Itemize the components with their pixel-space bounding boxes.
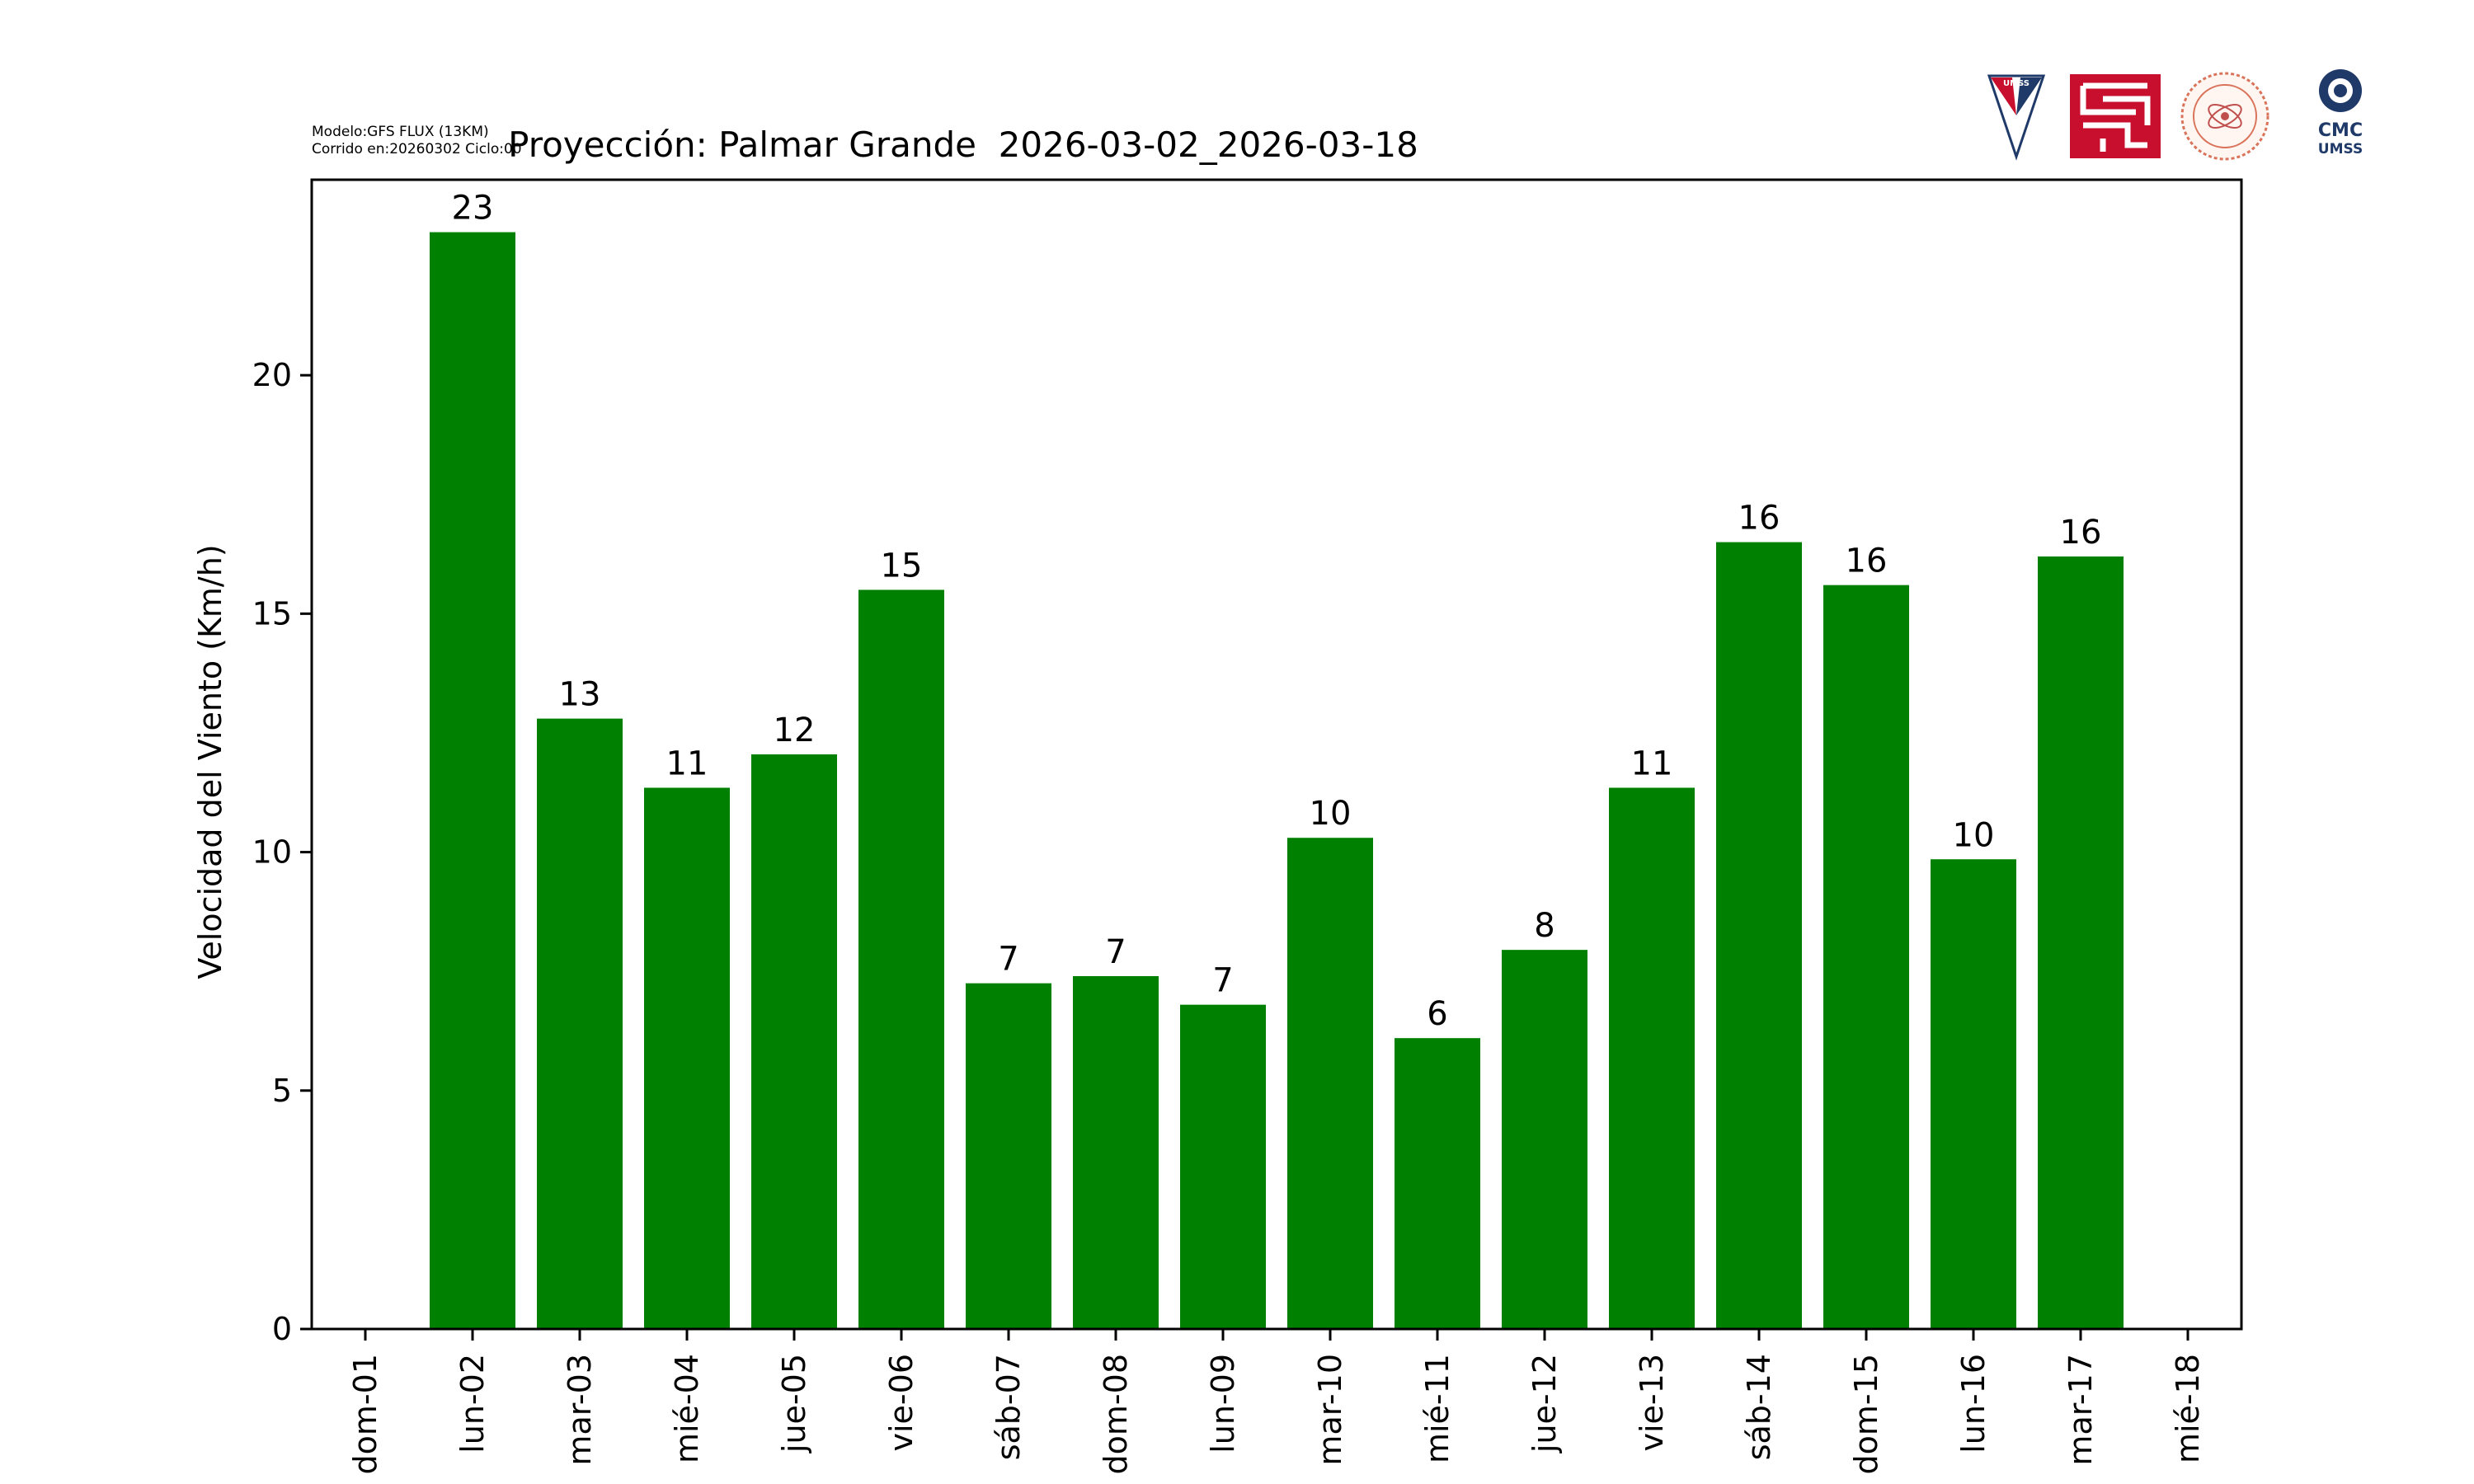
y-tick-label: 20 xyxy=(252,357,292,393)
x-tick-label: mié-11 xyxy=(1419,1354,1456,1463)
plot-frame xyxy=(310,178,2243,1331)
x-tick-label: mar-03 xyxy=(562,1354,598,1466)
bar-value-label: 6 xyxy=(1427,995,1447,1033)
cmc-subtext: UMSS xyxy=(2318,141,2363,157)
x-tick-label: lun-16 xyxy=(1955,1354,1992,1453)
x-tick-label: sáb-07 xyxy=(990,1354,1027,1460)
model-info: Modelo:GFS FLUX (13KM) Corrido en:202603… xyxy=(312,124,522,158)
y-tick-label: 10 xyxy=(252,834,292,871)
bar-value-label: 11 xyxy=(666,744,708,782)
logos: UMSS CMC UMSS xyxy=(1987,69,2363,161)
bar-lun-16 xyxy=(1931,859,2016,1329)
bar-vie-13 xyxy=(1609,787,1695,1329)
x-tick-label: sáb-14 xyxy=(1741,1354,1777,1460)
x-tick-label: mar-17 xyxy=(2062,1354,2099,1466)
bar-jue-12 xyxy=(1502,950,1587,1329)
bar-mar-10 xyxy=(1287,838,1373,1329)
engineering-faculty-logo xyxy=(2070,74,2161,158)
bar-value-label: 7 xyxy=(1212,962,1233,1000)
bar-value-label: 16 xyxy=(1738,500,1780,538)
bar-mié-04 xyxy=(644,787,730,1329)
bar-dom-15 xyxy=(1823,585,1909,1329)
y-axis: 0 5 10 15 20 xyxy=(252,357,312,1347)
bar-value-label: 8 xyxy=(1534,907,1554,945)
bar-value-label: 7 xyxy=(998,941,1018,979)
bar-dom-08 xyxy=(1073,975,1159,1329)
x-tick-label: vie-06 xyxy=(883,1354,920,1452)
x-tick-label: mar-10 xyxy=(1312,1354,1348,1466)
cmc-text: CMC xyxy=(2318,120,2363,141)
cmc-logo: CMC UMSS xyxy=(2318,69,2363,157)
bar-value-label: 16 xyxy=(1846,542,1888,580)
bar-jue-05 xyxy=(751,754,837,1329)
bar-value-label: 7 xyxy=(1105,933,1126,971)
x-tick-label: lun-09 xyxy=(1205,1354,1241,1453)
bar-value-label: 12 xyxy=(774,711,816,749)
bar-labels-group: 23 13 11 12 15 7 7 7 10 6 8 11 16 16 10 16 xyxy=(452,190,2102,1034)
bar-vie-06 xyxy=(858,589,944,1329)
bar-mié-11 xyxy=(1395,1038,1480,1329)
y-tick-label: 0 xyxy=(272,1311,292,1347)
bar-sáb-07 xyxy=(966,983,1051,1329)
y-axis-label: Velocidad del Viento (Km/h) xyxy=(192,544,228,979)
x-tick-label: mié-04 xyxy=(669,1354,705,1463)
bar-lun-09 xyxy=(1180,1004,1266,1329)
bars-group xyxy=(430,232,2124,1329)
bar-mar-03 xyxy=(537,718,623,1329)
bar-value-label: 10 xyxy=(1953,816,1995,854)
x-tick-label: vie-13 xyxy=(1634,1354,1670,1452)
bar-value-label: 23 xyxy=(452,190,494,228)
bar-value-label: 13 xyxy=(559,676,601,714)
bar-value-label: 16 xyxy=(2060,514,2102,552)
umss-shield-text: UMSS xyxy=(2003,79,2030,88)
chart-title: Proyección: Palmar Grande 2026-03-02_202… xyxy=(508,124,1418,165)
x-tick-label: dom-01 xyxy=(347,1354,383,1474)
bar-value-label: 15 xyxy=(881,547,923,585)
model-line: Modelo:GFS FLUX (13KM) xyxy=(312,124,489,140)
umss-shield-logo: UMSS xyxy=(1987,74,2046,161)
x-tick-label: mié-18 xyxy=(2170,1354,2206,1463)
bar-lun-02 xyxy=(430,232,515,1329)
bar-value-label: 10 xyxy=(1310,795,1352,833)
y-tick-label: 15 xyxy=(252,595,292,632)
x-tick-label: dom-08 xyxy=(1098,1354,1134,1474)
bar-value-label: 11 xyxy=(1631,744,1673,782)
y-tick-label: 5 xyxy=(272,1073,292,1109)
bar-mar-17 xyxy=(2038,556,2124,1329)
bar-sáb-14 xyxy=(1716,542,1802,1329)
x-tick-label: jue-12 xyxy=(1526,1354,1563,1453)
run-line: Corrido en:20260302 Ciclo:00 xyxy=(312,141,522,157)
x-tick-label: lun-02 xyxy=(454,1354,491,1453)
x-tick-label: jue-05 xyxy=(776,1354,812,1453)
x-axis: dom-01 lun-02 mar-03 mié-04 jue-05 vie-06 sáb-… xyxy=(347,1329,2206,1474)
physics-department-seal xyxy=(2180,72,2269,161)
x-tick-label: dom-15 xyxy=(1848,1354,1884,1474)
